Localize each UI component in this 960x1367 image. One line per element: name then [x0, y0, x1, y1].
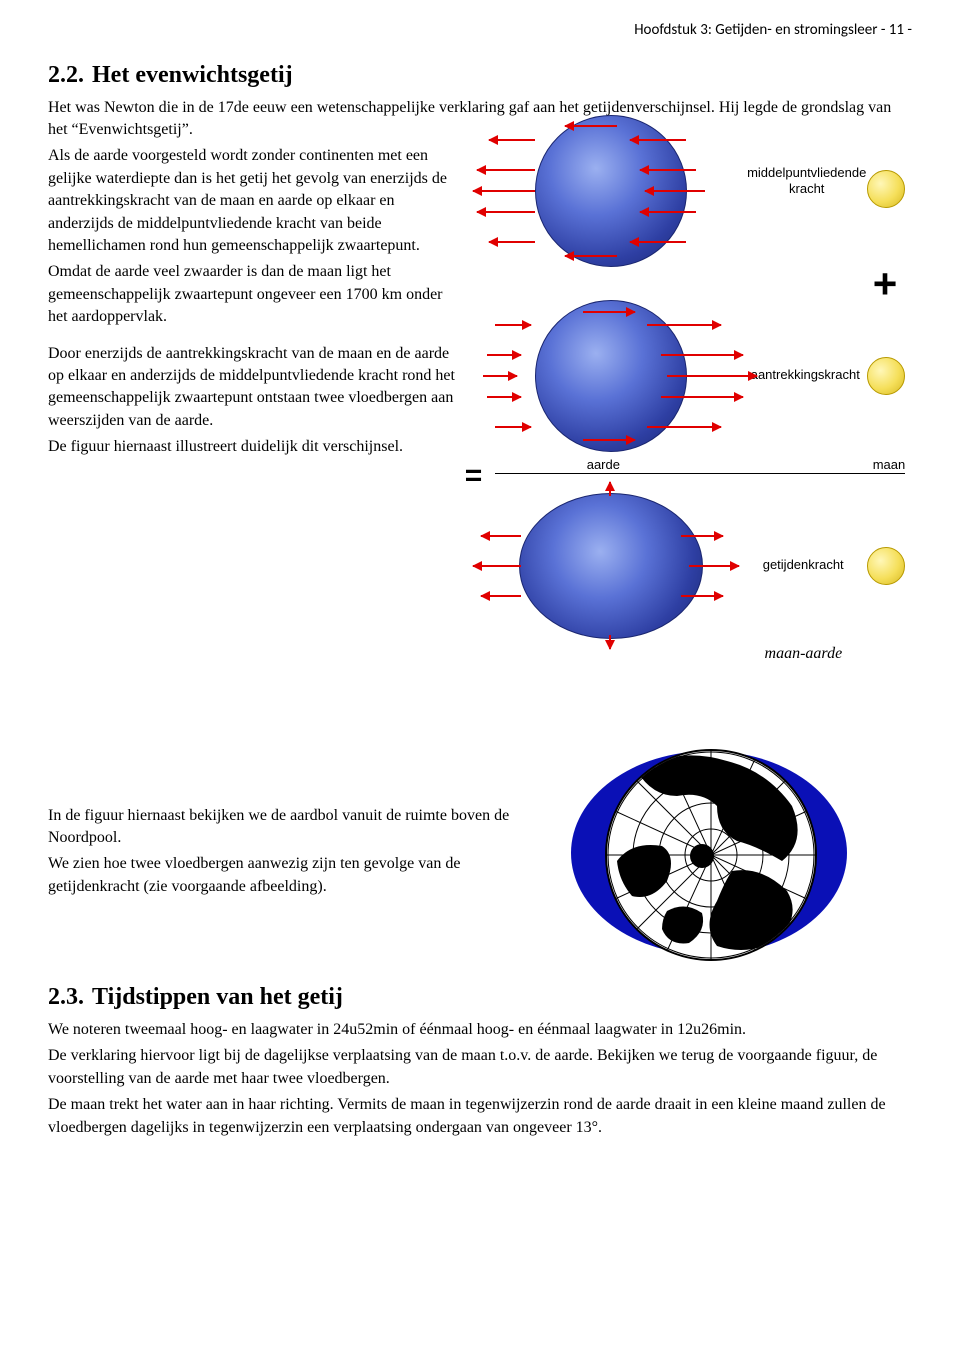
section-title: Tijdstippen van het getij	[92, 984, 343, 1010]
para-7: De verklaring hiervoor ligt bij de dagel…	[48, 1045, 912, 1090]
polar-text: In de figuur hiernaast bekijken we de aa…	[48, 805, 549, 903]
label-attraction: aantrekkingskracht	[751, 367, 860, 383]
earth-attraction	[535, 300, 687, 452]
equals-sign: =	[465, 455, 483, 497]
arrow	[681, 535, 723, 537]
label-earth: aarde	[587, 457, 620, 473]
label-tidal: getijdenkracht	[763, 557, 844, 573]
arrow	[495, 324, 531, 326]
land-masses	[607, 751, 815, 959]
arrow	[640, 169, 696, 171]
plus-sign: +	[873, 255, 898, 314]
polar-p1: In de figuur hiernaast bekijken we de aa…	[48, 805, 549, 850]
arrow	[609, 482, 611, 496]
arrow	[483, 375, 517, 377]
polar-row: In de figuur hiernaast bekijken we de aa…	[48, 733, 912, 973]
arrow	[640, 211, 696, 213]
polar-globe	[605, 749, 817, 961]
arrow	[583, 439, 635, 441]
earth-tidal-bulge	[519, 493, 703, 639]
arrow	[609, 635, 611, 649]
arrow	[477, 169, 535, 171]
arrow	[489, 139, 535, 141]
moon-tidal	[867, 547, 905, 585]
arrow	[495, 426, 531, 428]
para-2: Als de aarde voorgesteld wordt zonder co…	[48, 145, 463, 257]
arrow	[667, 375, 757, 377]
arrow	[487, 396, 521, 398]
section-num: 2.3.	[48, 981, 92, 1015]
arrow	[489, 241, 535, 243]
para-8: De maan trekt het water aan in haar rich…	[48, 1094, 912, 1139]
arrow	[630, 139, 686, 141]
arrow	[481, 535, 521, 537]
left-column: Als de aarde voorgesteld wordt zonder co…	[48, 145, 463, 472]
arrow	[661, 354, 743, 356]
arrow	[473, 565, 521, 567]
section-title: Het evenwichtsgetij	[92, 62, 293, 88]
moon-attraction	[867, 357, 905, 395]
arrow	[473, 190, 535, 192]
para-5: De figuur hiernaast illustreert duidelij…	[48, 436, 463, 458]
polar-p2: We zien hoe twee vloedbergen aanwezig zi…	[48, 853, 549, 898]
para-6: We noteren tweemaal hoog- en laagwater i…	[48, 1019, 912, 1041]
label-centrifugal: middelpuntvliedendekracht	[747, 165, 867, 196]
diagram-caption: maan-aarde	[695, 643, 912, 665]
polar-figure	[569, 733, 849, 973]
heading-2-3: 2.3.Tijdstippen van het getij	[48, 981, 912, 1015]
arrow	[481, 595, 521, 597]
arrow	[583, 311, 635, 313]
moon-centrifugal	[867, 170, 905, 208]
arrow	[647, 426, 721, 428]
arrow	[565, 255, 617, 257]
arrow	[477, 211, 535, 213]
page-header: Hoofdstuk 3: Getijden- en stromingsleer …	[48, 20, 912, 41]
arrow	[565, 125, 617, 127]
two-column-layout: Als de aarde voorgesteld wordt zonder co…	[48, 145, 912, 705]
arrow	[645, 190, 705, 192]
arrow	[630, 241, 686, 243]
arrow	[647, 324, 721, 326]
label-moon: maan	[873, 457, 906, 473]
right-column: middelpuntvliedendekracht + aantrekkings…	[475, 145, 912, 705]
arrow	[689, 565, 739, 567]
para-3: Omdat de aarde veel zwaarder is dan de m…	[48, 261, 463, 328]
divider-line	[495, 473, 905, 474]
arrow	[681, 595, 723, 597]
arrow	[661, 396, 743, 398]
arrow	[487, 354, 521, 356]
section-num: 2.2.	[48, 59, 92, 93]
para-4: Door enerzijds de aantrekkingskracht van…	[48, 343, 463, 433]
heading-2-2: 2.2.Het evenwichtsgetij	[48, 59, 912, 93]
forces-diagram: middelpuntvliedendekracht + aantrekkings…	[475, 115, 905, 635]
